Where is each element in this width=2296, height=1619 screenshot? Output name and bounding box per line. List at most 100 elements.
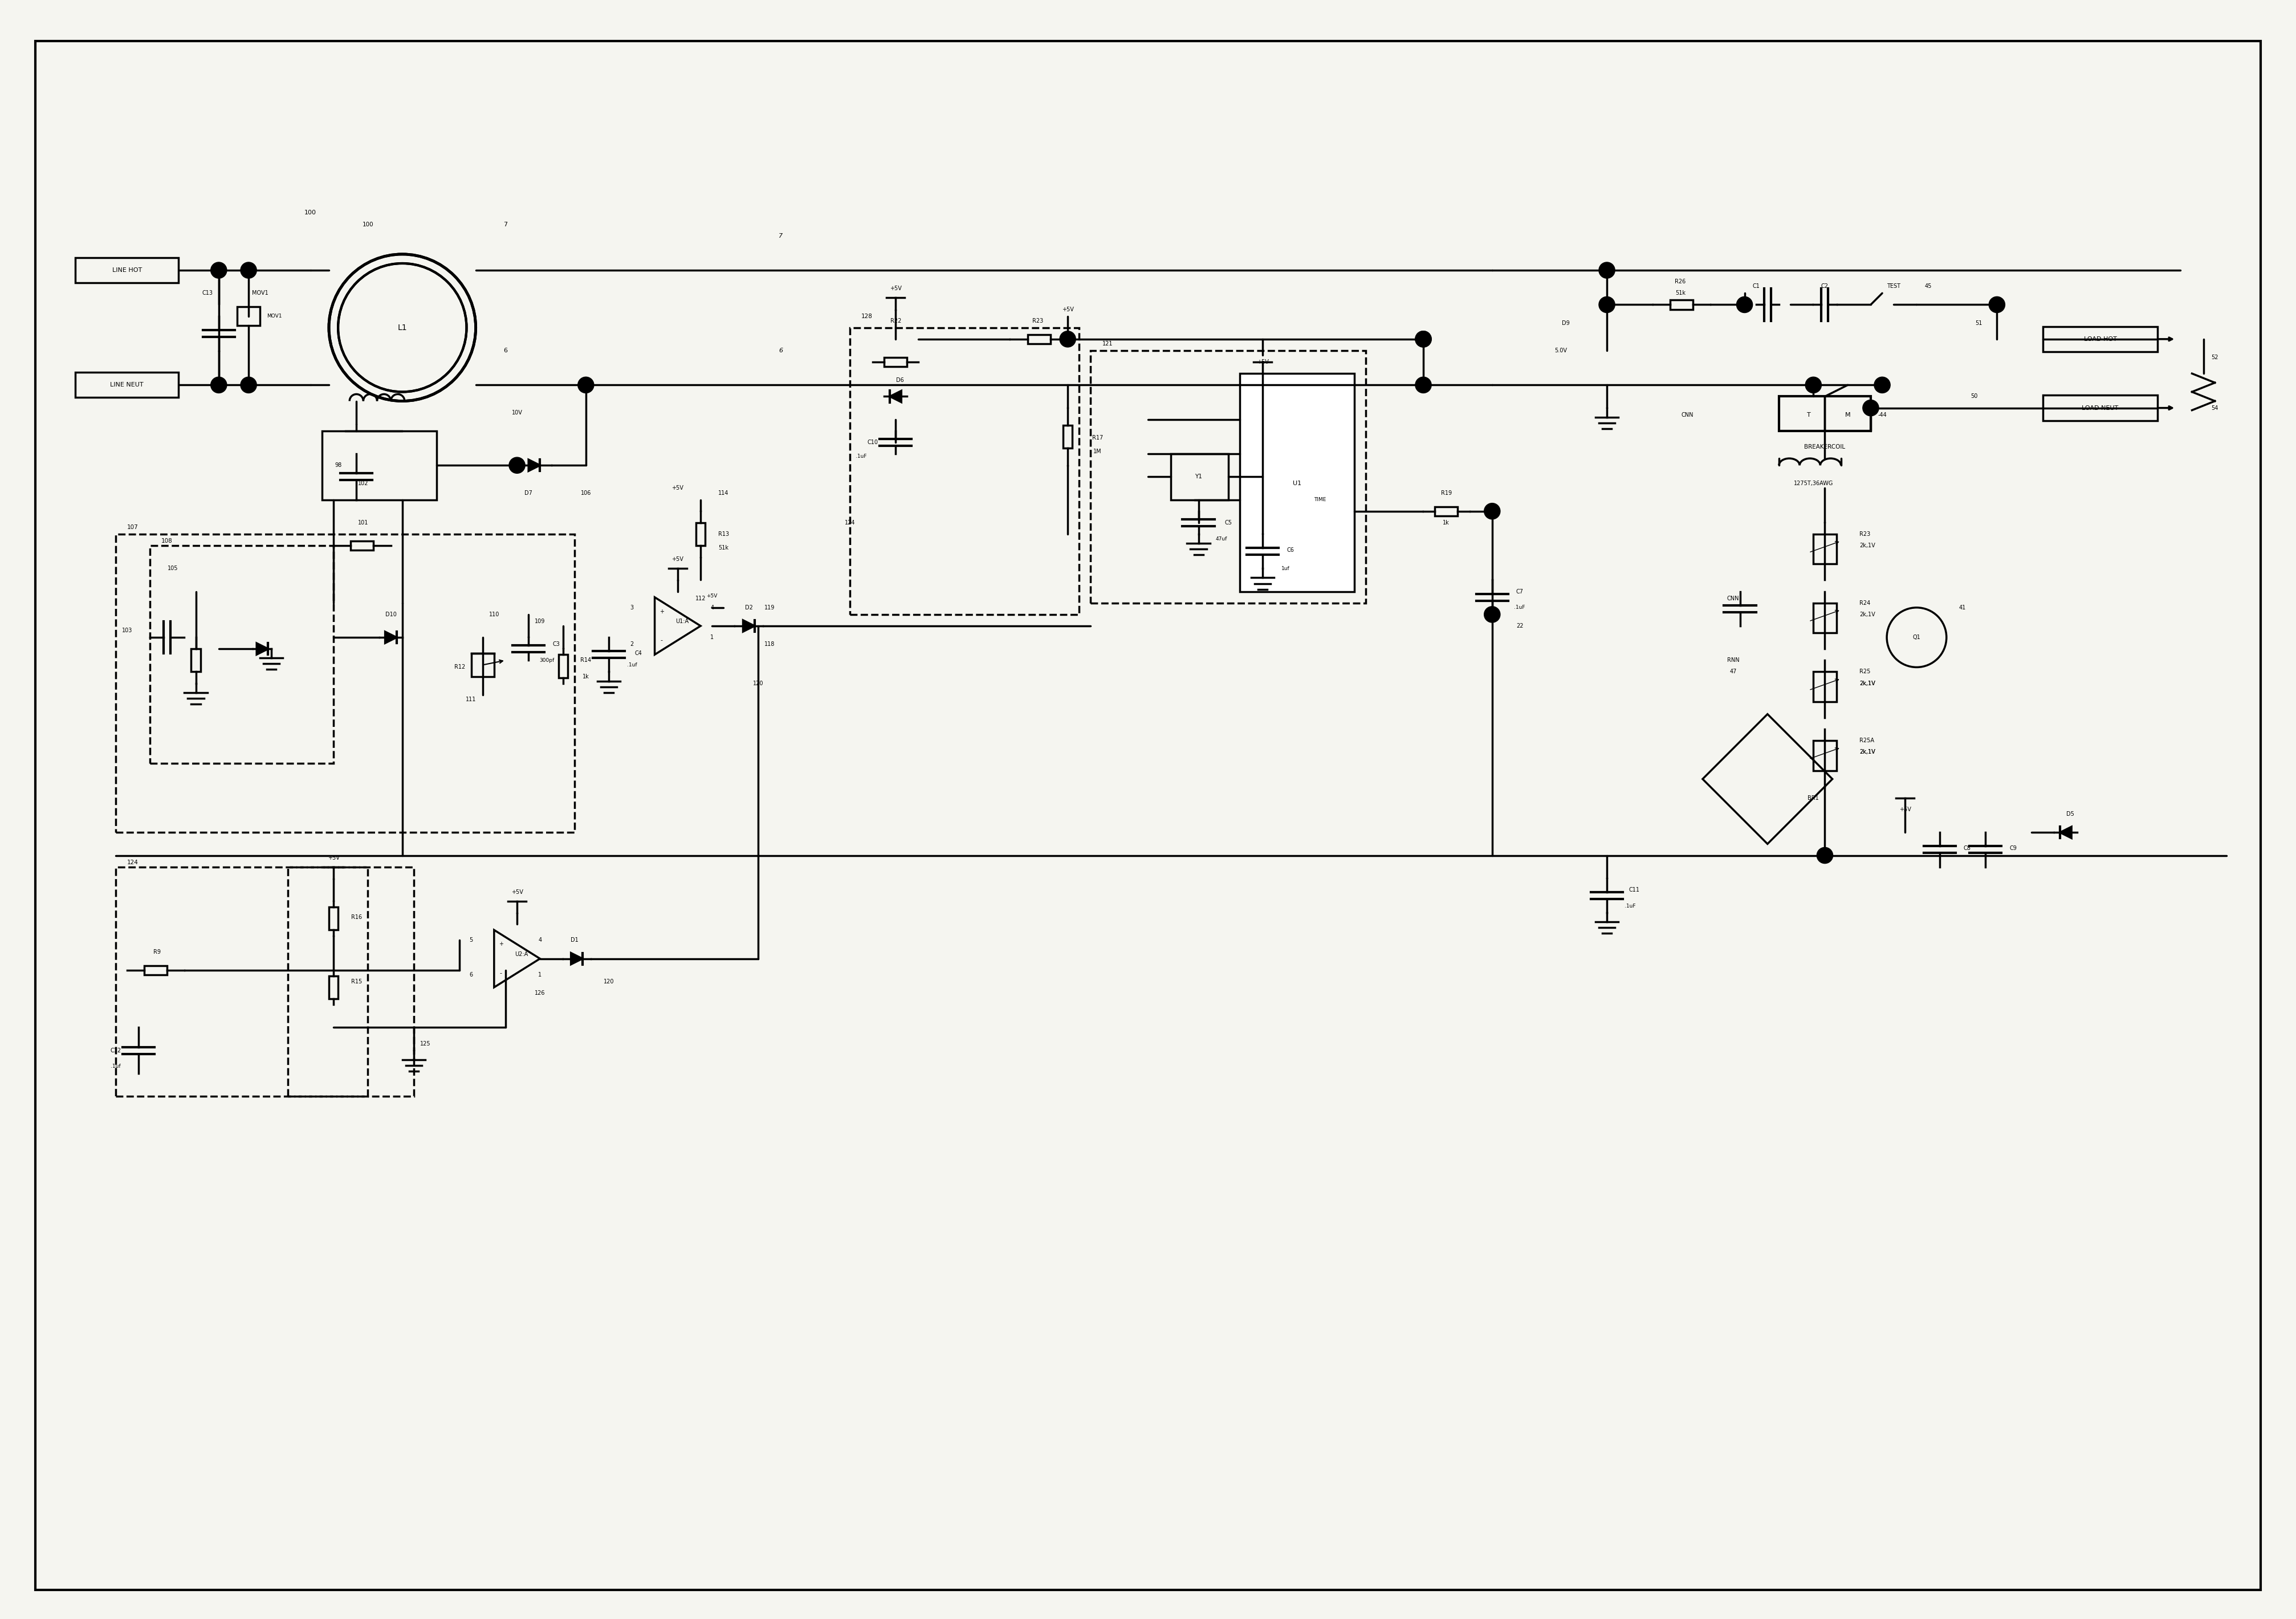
Text: C8: C8 [1963,845,1970,852]
Text: .1uF: .1uF [1623,903,1635,908]
Bar [471,654,494,677]
Text: U1:A: U1:A [675,618,689,625]
Text: +5V: +5V [328,855,340,861]
Text: 109: 109 [535,618,544,625]
Text: +5V: +5V [512,889,523,895]
Text: 1uf: 1uf [1281,567,1290,572]
Bar [884,358,907,366]
Text: MOV1: MOV1 [253,290,269,296]
Text: C9: C9 [2009,845,2016,852]
Text: 120: 120 [753,680,762,686]
Text: 110: 110 [489,612,498,617]
Text: 4: 4 [709,606,714,610]
Bar [850,327,1079,615]
Text: 124: 124 [845,520,854,526]
Text: C3: C3 [553,641,560,648]
Text: 45: 45 [1924,283,1931,290]
Text: 6: 6 [468,971,473,978]
Text: 126: 126 [535,991,544,996]
Bar [1814,672,1837,701]
Text: C2: C2 [1821,283,1828,290]
Text: 50: 50 [1970,393,1977,400]
Text: 51k: 51k [719,546,728,550]
Text: 1M: 1M [1093,448,1102,455]
Circle shape [1061,330,1077,346]
Circle shape [1816,847,1832,863]
Text: R23: R23 [1860,531,1871,538]
Text: U2:A: U2:A [514,952,528,957]
Text: 124: 124 [126,860,138,865]
Bar [287,866,413,1096]
Circle shape [241,377,257,393]
Text: LINE HOT: LINE HOT [113,267,142,274]
Text: R16: R16 [351,915,363,920]
Bar [1814,534,1837,563]
Text: 114: 114 [719,491,728,495]
Text: BR1: BR1 [1807,795,1818,801]
Circle shape [1736,296,1752,312]
Text: R14: R14 [581,657,592,664]
Text: 51: 51 [1975,321,1981,325]
Circle shape [1483,504,1499,520]
Bar [1704,714,1832,843]
Text: T: T [1807,411,1812,418]
Text: C12: C12 [110,1047,122,1054]
Text: L1: L1 [397,324,406,332]
Text: -44: -44 [1878,411,1887,418]
Bar [1091,351,1366,602]
Text: R15: R15 [351,979,363,984]
Bar [1814,602,1837,633]
Bar [321,431,436,500]
Polygon shape [386,631,397,643]
Text: .1uf: .1uf [627,662,636,667]
Text: M: M [1846,411,1851,418]
Text: C1: C1 [1752,283,1759,290]
Text: +5V: +5V [1899,806,1910,813]
Text: R25A: R25A [1860,738,1874,743]
Text: 128: 128 [861,314,872,319]
Text: .1uF: .1uF [1513,606,1525,610]
Circle shape [1598,296,1614,312]
Text: 108: 108 [161,538,172,544]
Bar [2043,395,2158,421]
Polygon shape [2060,827,2071,839]
Circle shape [510,457,526,473]
Text: +: + [659,609,664,615]
Text: R25: R25 [1860,669,1871,675]
Text: TEST: TEST [1887,283,1901,290]
Text: R12: R12 [455,664,466,670]
Text: R9: R9 [154,949,161,955]
Text: 98: 98 [335,463,342,468]
Bar [76,372,179,398]
Text: +: + [498,942,503,947]
Text: D2: D2 [744,606,753,610]
Text: 101: 101 [358,520,370,526]
Text: +5V: +5V [1256,359,1270,364]
Text: LOAD NEUT: LOAD NEUT [2082,405,2119,411]
Bar [1240,374,1355,591]
Polygon shape [257,643,269,654]
Text: 2k,1V: 2k,1V [1860,542,1876,549]
Bar [1435,507,1458,516]
Text: 1k: 1k [1442,520,1449,526]
Circle shape [1414,330,1430,346]
Text: C7: C7 [1515,589,1525,594]
Text: 1k: 1k [583,674,590,680]
Bar [145,965,168,975]
Text: +5V: +5V [1061,306,1075,312]
Text: 10V: 10V [512,410,523,416]
Text: R22: R22 [891,317,900,324]
Text: .1uf: .1uf [110,1064,119,1069]
Text: C5: C5 [1224,520,1233,526]
Text: R13: R13 [719,531,730,538]
Circle shape [1598,262,1614,278]
Text: 41: 41 [1958,606,1965,610]
Bar [1779,397,1871,431]
Text: 2k,1V: 2k,1V [1860,680,1876,686]
Circle shape [1414,330,1430,346]
Bar [149,546,333,764]
Text: +5V: +5V [673,486,684,491]
Text: 2: 2 [629,641,634,648]
Text: C11: C11 [1628,887,1639,892]
Text: 105: 105 [168,565,179,572]
